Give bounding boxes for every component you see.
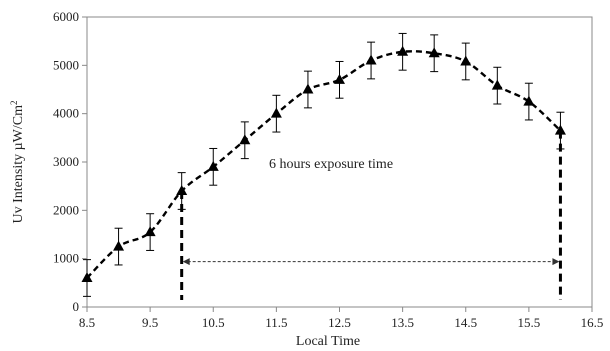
- triangle-marker: [302, 83, 314, 94]
- y-tick-label: 2000: [53, 202, 79, 217]
- y-tick-label: 4000: [53, 106, 79, 121]
- x-tick-label: 11.5: [265, 315, 287, 330]
- x-tick-label: 16.5: [581, 315, 604, 330]
- triangle-marker: [523, 95, 535, 106]
- triangle-marker: [365, 54, 377, 65]
- x-tick-label: 8.5: [79, 315, 95, 330]
- x-tick-label: 13.5: [391, 315, 414, 330]
- triangle-marker: [144, 226, 156, 237]
- exposure-label: 6 hours exposure time: [269, 157, 393, 172]
- triangle-marker: [176, 185, 188, 195]
- triangle-marker: [81, 272, 93, 282]
- y-axis-title-superscript: 2: [9, 100, 19, 105]
- y-tick-label: 6000: [53, 9, 79, 24]
- triangle-marker: [239, 134, 251, 145]
- x-tick-label: 15.5: [518, 315, 541, 330]
- x-axis-title: Local Time: [296, 334, 360, 349]
- triangle-marker: [397, 45, 409, 56]
- y-tick-label: 5000: [53, 57, 79, 72]
- x-tick-label: 9.5: [142, 315, 158, 330]
- triangle-marker: [428, 47, 440, 58]
- x-tick-label: 12.5: [328, 315, 351, 330]
- series-line: [86, 50, 562, 279]
- exposure-arrowhead-right: [552, 258, 560, 266]
- exposure-annotation: [180, 130, 562, 300]
- y-tick-label: 1000: [53, 251, 79, 266]
- triangle-marker: [460, 55, 472, 66]
- y-tick-label: 3000: [53, 154, 79, 169]
- y-tick-label: 0: [73, 299, 80, 314]
- y-axis-title-main: Uv Intensity µW/Cm: [11, 105, 26, 224]
- exposure-arrowhead-left: [182, 258, 190, 266]
- axes: [82, 16, 593, 312]
- triangle-marker: [554, 124, 566, 135]
- x-tick-label: 14.5: [454, 315, 477, 330]
- triangle-marker: [270, 107, 282, 118]
- x-tick-label: 10.5: [202, 315, 225, 330]
- tick-labels: 0 1000 2000 3000 4000 5000 6000 8.5 9.5 10.5 11.5 1…: [53, 9, 603, 330]
- triangle-marker: [491, 79, 503, 90]
- triangle-marker: [113, 240, 125, 251]
- y-axis-title: Uv Intensity µW/Cm2: [9, 100, 26, 223]
- triangle-marker: [207, 160, 219, 171]
- data-markers: [81, 45, 566, 282]
- triangle-marker: [334, 73, 345, 84]
